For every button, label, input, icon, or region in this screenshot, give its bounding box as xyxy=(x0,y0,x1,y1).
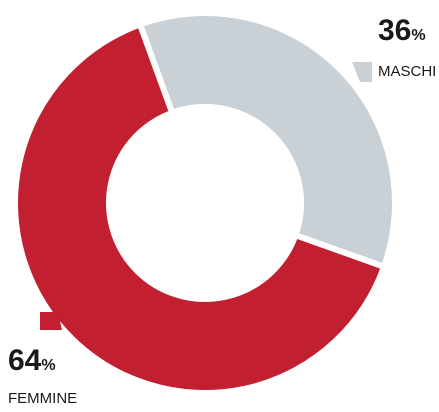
category-label: FEMMINE xyxy=(8,390,77,407)
value-label: 36% xyxy=(378,14,426,47)
donut-segment xyxy=(12,20,388,396)
label-pointer xyxy=(352,62,372,82)
label-pointer xyxy=(40,312,62,330)
category-label: MASCHI xyxy=(378,63,436,80)
donut xyxy=(12,10,398,396)
value-label: 64% xyxy=(8,344,56,377)
donut-segment xyxy=(136,10,398,271)
